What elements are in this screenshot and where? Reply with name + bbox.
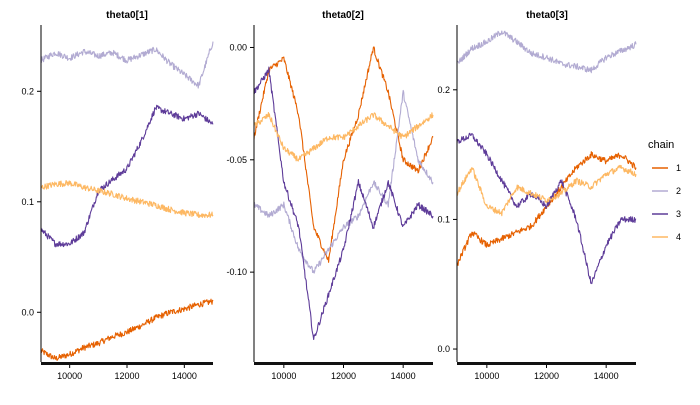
- panel-2-plot-area: 10000 12000 14000 0.00 -0.05 -0.10: [226, 25, 434, 381]
- x-tick-label: 12000: [114, 371, 139, 381]
- y-tick-label: 0.1: [437, 214, 450, 224]
- x-tick-label: 12000: [534, 371, 559, 381]
- panel-1-plot-area: 10000 12000 14000 0.0 0.1 0.2: [21, 25, 214, 381]
- panel-title: theta0[1]: [106, 10, 148, 21]
- panel-title: theta0[2]: [322, 10, 364, 21]
- series-line-chain-2: [253, 89, 434, 274]
- series-line-chain-1: [253, 46, 434, 263]
- x-axis-bar: [254, 362, 433, 365]
- series-line-chain-3: [253, 66, 434, 341]
- y-tick-label: 0.0: [437, 344, 450, 354]
- legend-label-chain-1: 1: [676, 163, 681, 173]
- x-axis-bar: [41, 362, 213, 365]
- x-tick-label: 14000: [172, 371, 197, 381]
- y-tick-label: -0.05: [226, 155, 247, 165]
- series-line-chain-2: [40, 41, 214, 89]
- y-tick-label: 0.00: [229, 42, 247, 52]
- x-tick-label: 10000: [474, 371, 499, 381]
- series-line-chain-3: [40, 104, 214, 248]
- series-line-chain-4: [253, 111, 434, 162]
- series-line-chain-3: [456, 132, 637, 285]
- x-tick-label: 10000: [271, 371, 296, 381]
- y-tick-label: 0.0: [21, 307, 34, 317]
- x-tick-label: 14000: [594, 371, 619, 381]
- legend-title: chain: [648, 139, 674, 151]
- y-tick-label: 0.1: [21, 197, 34, 207]
- x-tick-label: 14000: [391, 371, 416, 381]
- x-tick-label: 12000: [331, 371, 356, 381]
- series-line-chain-2: [456, 30, 637, 74]
- x-axis-bar: [457, 362, 636, 365]
- panel-theta0-1: theta0[1]: [106, 10, 148, 21]
- panel-3-plot-area: 10000 12000 14000 0.0 0.1 0.2: [437, 25, 637, 381]
- y-tick-label: 0.2: [437, 85, 450, 95]
- series-line-chain-1: [40, 298, 214, 361]
- y-tick-label: -0.10: [226, 267, 247, 277]
- series-line-chain-4: [40, 179, 214, 219]
- panel-theta0-3: theta0[3]: [526, 10, 568, 21]
- series-line-chain-4: [456, 164, 637, 217]
- y-tick-label: 0.2: [21, 86, 34, 96]
- legend-label-chain-4: 4: [676, 232, 681, 242]
- legend: chain 1 2 3 4: [648, 139, 681, 242]
- panel-title: theta0[3]: [526, 10, 568, 21]
- panel-theta0-2: theta0[2]: [322, 10, 364, 21]
- x-tick-label: 10000: [57, 371, 82, 381]
- legend-label-chain-2: 2: [676, 186, 681, 196]
- legend-label-chain-3: 3: [676, 209, 681, 219]
